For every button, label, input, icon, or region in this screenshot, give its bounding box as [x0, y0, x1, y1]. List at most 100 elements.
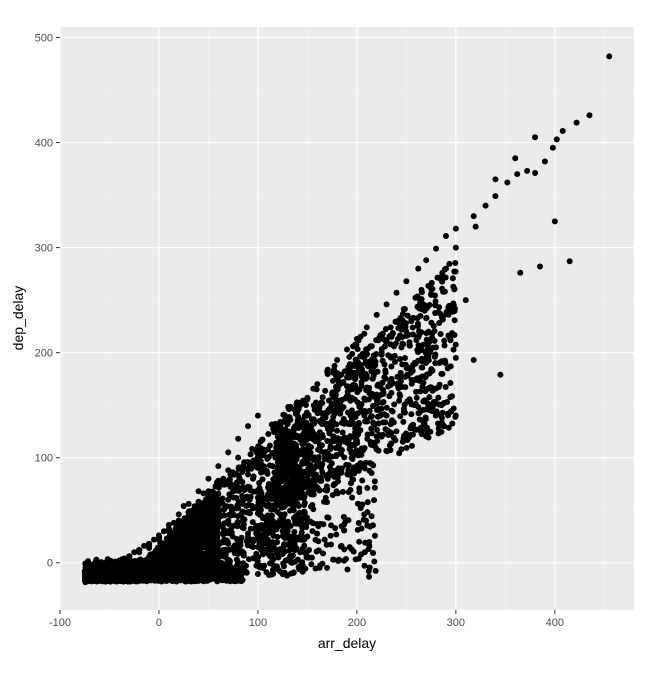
- data-point: [316, 429, 323, 436]
- data-point: [337, 437, 344, 444]
- data-point: [254, 558, 261, 565]
- data-point: [394, 382, 401, 389]
- data-point: [423, 330, 430, 337]
- data-point: [249, 519, 256, 526]
- data-point: [452, 268, 459, 275]
- data-point: [278, 516, 285, 523]
- data-point: [423, 257, 430, 264]
- data-point: [375, 447, 382, 454]
- data-point: [236, 475, 243, 482]
- data-point: [344, 346, 350, 353]
- data-point: [420, 421, 427, 428]
- data-point: [434, 411, 441, 418]
- data-point: [281, 504, 288, 511]
- data-point: [182, 527, 189, 534]
- data-point: [303, 446, 310, 453]
- data-point: [201, 509, 208, 516]
- data-point: [361, 562, 368, 569]
- data-point: [314, 530, 321, 537]
- data-point: [303, 470, 310, 477]
- data-point: [301, 501, 308, 508]
- data-point: [345, 374, 352, 381]
- data-point: [175, 511, 182, 518]
- data-point: [335, 465, 342, 472]
- data-point: [207, 534, 214, 541]
- data-point: [383, 301, 390, 308]
- data-point: [337, 410, 344, 417]
- data-point: [449, 275, 456, 282]
- data-point: [369, 359, 376, 366]
- data-point: [234, 536, 241, 543]
- data-point: [313, 462, 320, 469]
- data-point: [260, 452, 267, 459]
- data-point: [192, 565, 199, 572]
- data-point: [309, 528, 316, 535]
- data-point: [366, 564, 373, 571]
- data-point: [376, 412, 383, 419]
- data-point: [403, 278, 410, 285]
- data-point: [300, 475, 307, 482]
- data-point: [329, 492, 336, 499]
- data-point: [351, 396, 358, 403]
- data-point: [239, 508, 246, 515]
- data-point: [189, 551, 196, 558]
- data-point: [363, 324, 370, 331]
- data-point: [296, 464, 303, 471]
- data-point: [331, 362, 338, 369]
- data-point: [404, 312, 411, 319]
- data-point: [247, 525, 254, 532]
- data-point: [196, 521, 203, 528]
- data-point: [329, 377, 336, 384]
- data-point: [176, 558, 183, 565]
- data-point: [343, 461, 350, 468]
- data-point: [272, 425, 279, 432]
- data-point: [439, 409, 446, 416]
- data-point: [93, 570, 100, 577]
- data-point: [341, 527, 348, 534]
- data-point: [155, 534, 162, 541]
- x-axis-title: arr_delay: [318, 635, 376, 651]
- data-point: [320, 418, 327, 425]
- data-point: [368, 430, 375, 437]
- data-point: [441, 337, 448, 344]
- data-point: [329, 389, 336, 396]
- data-point: [436, 427, 443, 434]
- data-point: [438, 402, 445, 409]
- data-point: [379, 399, 386, 406]
- data-point: [283, 435, 290, 442]
- data-point: [437, 274, 444, 281]
- data-point: [334, 490, 341, 497]
- data-point: [281, 493, 288, 500]
- data-point: [357, 505, 364, 512]
- data-point: [354, 526, 361, 533]
- data-point: [388, 407, 395, 414]
- data-point: [355, 369, 362, 376]
- data-point: [364, 522, 371, 529]
- data-point: [327, 532, 334, 539]
- data-point: [316, 408, 323, 415]
- data-point: [285, 518, 292, 525]
- data-point: [375, 381, 382, 388]
- data-point: [364, 509, 371, 516]
- data-point: [310, 402, 317, 409]
- data-point: [361, 330, 368, 337]
- data-point: [203, 552, 210, 559]
- data-point: [549, 144, 556, 151]
- data-point: [442, 233, 449, 240]
- data-point: [186, 517, 193, 524]
- data-point: [254, 510, 261, 517]
- data-point: [428, 366, 435, 373]
- data-point: [517, 269, 524, 276]
- data-point: [345, 489, 352, 496]
- data-point: [201, 573, 208, 580]
- data-point: [269, 502, 276, 509]
- data-point: [297, 436, 304, 443]
- data-point: [311, 420, 318, 427]
- data-point: [126, 569, 133, 576]
- data-point: [102, 575, 109, 582]
- data-point: [325, 452, 332, 459]
- data-point: [274, 539, 281, 546]
- data-point: [305, 489, 312, 496]
- data-point: [281, 476, 288, 483]
- data-point: [261, 529, 268, 536]
